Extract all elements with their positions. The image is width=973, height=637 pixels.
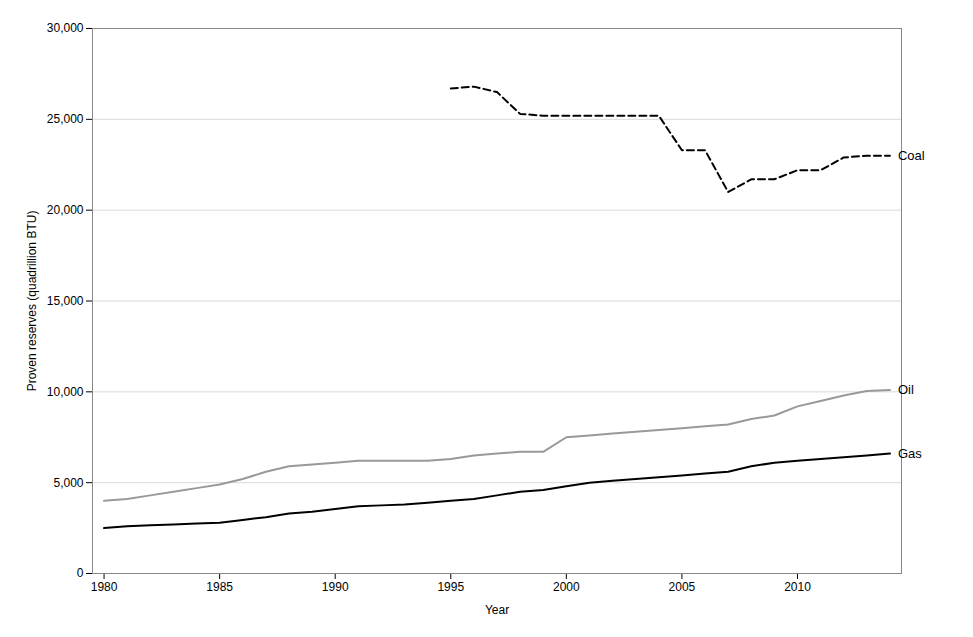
svg-text:Year: Year bbox=[485, 603, 509, 617]
svg-text:20,000: 20,000 bbox=[47, 203, 84, 217]
svg-text:30,000: 30,000 bbox=[47, 21, 84, 35]
svg-text:25,000: 25,000 bbox=[47, 112, 84, 126]
svg-text:1995: 1995 bbox=[437, 580, 464, 594]
svg-text:Oil: Oil bbox=[898, 382, 914, 397]
svg-text:0: 0 bbox=[77, 566, 84, 580]
svg-text:2010: 2010 bbox=[784, 580, 811, 594]
svg-text:Coal: Coal bbox=[898, 148, 925, 163]
svg-text:1980: 1980 bbox=[91, 580, 118, 594]
svg-text:1985: 1985 bbox=[206, 580, 233, 594]
svg-text:2000: 2000 bbox=[553, 580, 580, 594]
svg-text:Gas: Gas bbox=[898, 446, 922, 461]
svg-text:10,000: 10,000 bbox=[47, 385, 84, 399]
svg-text:Proven reserves (quadrillion B: Proven reserves (quadrillion BTU) bbox=[25, 211, 39, 392]
svg-text:2005: 2005 bbox=[669, 580, 696, 594]
svg-text:15,000: 15,000 bbox=[47, 294, 84, 308]
svg-text:5,000: 5,000 bbox=[53, 476, 83, 490]
svg-text:1990: 1990 bbox=[322, 580, 349, 594]
